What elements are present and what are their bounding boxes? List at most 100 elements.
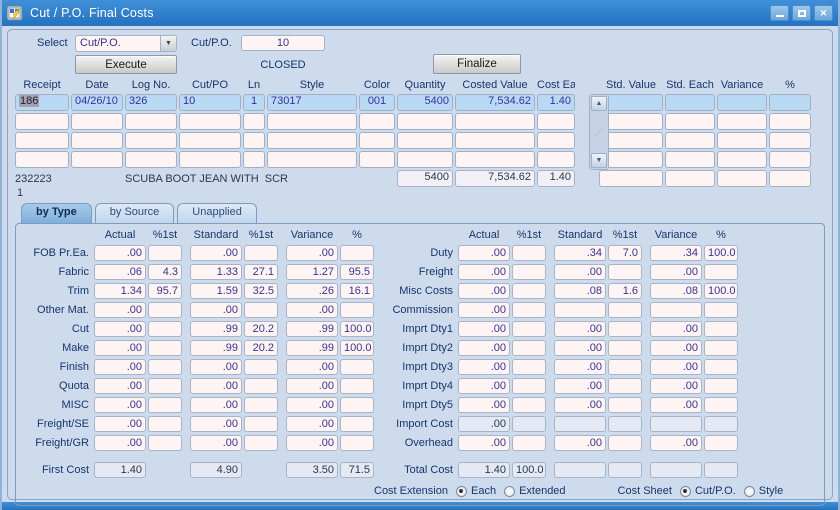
- variance-field[interactable]: .00: [650, 396, 702, 413]
- standard-field[interactable]: .00: [190, 358, 242, 375]
- variance-pct-field[interactable]: [704, 461, 738, 478]
- variance-pct-field[interactable]: 16.1: [340, 282, 374, 299]
- variance-pct-field[interactable]: [704, 396, 738, 413]
- standard-pct1st-field[interactable]: 27.1: [244, 263, 278, 280]
- standard-field[interactable]: 1.33: [190, 263, 242, 280]
- actual-pct1st-field[interactable]: 95.7: [148, 282, 182, 299]
- standard-field[interactable]: .00: [190, 244, 242, 261]
- variance-pct-field[interactable]: [340, 358, 374, 375]
- standard-pct1st-field[interactable]: 7.0: [608, 244, 642, 261]
- variance-pct-field[interactable]: [340, 377, 374, 394]
- variance-field[interactable]: 1.27: [286, 263, 338, 280]
- actual-pct1st-field[interactable]: [512, 282, 546, 299]
- logno-cell[interactable]: 326: [125, 94, 177, 111]
- variance-field[interactable]: .00: [650, 339, 702, 356]
- variance-field[interactable]: .00: [650, 377, 702, 394]
- standard-field[interactable]: .00: [190, 434, 242, 451]
- standard-field[interactable]: .34: [554, 244, 606, 261]
- variance-field[interactable]: .00: [286, 358, 338, 375]
- actual-field[interactable]: .00: [458, 263, 510, 280]
- variance-field[interactable]: .00: [286, 396, 338, 413]
- actual-pct1st-field[interactable]: [148, 339, 182, 356]
- actual-pct1st-field[interactable]: 4.3: [148, 263, 182, 280]
- variance-field[interactable]: .34: [650, 244, 702, 261]
- grid-scrollbar[interactable]: ▲ ⋰ ▼: [589, 94, 609, 170]
- actual-pct1st-field[interactable]: [148, 301, 182, 318]
- standard-pct1st-field[interactable]: [608, 339, 642, 356]
- actual-field[interactable]: .00: [94, 339, 146, 356]
- variance-cell[interactable]: [717, 94, 767, 111]
- standard-pct1st-field[interactable]: [244, 415, 278, 432]
- variance-pct-field[interactable]: 95.5: [340, 263, 374, 280]
- radio-extended[interactable]: Extended: [504, 485, 566, 497]
- actual-field[interactable]: .00: [458, 282, 510, 299]
- actual-field[interactable]: .00: [94, 434, 146, 451]
- standard-pct1st-field[interactable]: [608, 415, 642, 432]
- variance-field[interactable]: .99: [286, 320, 338, 337]
- standard-field[interactable]: 4.90: [190, 461, 242, 478]
- standard-field[interactable]: [554, 301, 606, 318]
- variance-pct-field[interactable]: [340, 301, 374, 318]
- actual-field[interactable]: .00: [94, 377, 146, 394]
- actual-pct1st-field[interactable]: [512, 358, 546, 375]
- standard-pct1st-field[interactable]: [244, 358, 278, 375]
- std-each-cell[interactable]: [665, 94, 715, 111]
- standard-pct1st-field[interactable]: [608, 301, 642, 318]
- actual-pct1st-field[interactable]: [148, 434, 182, 451]
- actual-field[interactable]: .00: [94, 396, 146, 413]
- scrollbar-thumb[interactable]: ⋰: [595, 127, 603, 137]
- cost-each-cell[interactable]: 1.40: [537, 94, 575, 111]
- variance-pct-field[interactable]: [704, 339, 738, 356]
- standard-field[interactable]: .00: [190, 415, 242, 432]
- variance-pct-field[interactable]: [704, 358, 738, 375]
- cutpo-input[interactable]: 10: [241, 35, 325, 51]
- radio-each[interactable]: Each: [455, 485, 496, 497]
- actual-pct1st-field[interactable]: 100.0: [512, 461, 546, 478]
- variance-pct-field[interactable]: [704, 434, 738, 451]
- variance-pct-field[interactable]: [704, 415, 738, 432]
- standard-field[interactable]: .99: [190, 339, 242, 356]
- variance-field[interactable]: [650, 301, 702, 318]
- actual-field[interactable]: .00: [458, 244, 510, 261]
- actual-pct1st-field[interactable]: [148, 244, 182, 261]
- tab-unapplied[interactable]: Unapplied: [177, 203, 257, 223]
- variance-pct-field[interactable]: [704, 377, 738, 394]
- actual-pct1st-field[interactable]: [512, 263, 546, 280]
- standard-pct1st-field[interactable]: 20.2: [244, 320, 278, 337]
- standard-pct1st-field[interactable]: [244, 377, 278, 394]
- actual-field[interactable]: .06: [94, 263, 146, 280]
- variance-pct-field[interactable]: [340, 244, 374, 261]
- actual-field[interactable]: .00: [94, 358, 146, 375]
- variance-pct-field[interactable]: [704, 263, 738, 280]
- cutpo-cell[interactable]: 10: [179, 94, 241, 111]
- variance-pct-field[interactable]: 100.0: [704, 282, 738, 299]
- standard-pct1st-field[interactable]: [608, 377, 642, 394]
- variance-field[interactable]: .00: [286, 244, 338, 261]
- variance-field[interactable]: .00: [286, 415, 338, 432]
- actual-pct1st-field[interactable]: [512, 244, 546, 261]
- variance-field[interactable]: .00: [650, 358, 702, 375]
- ln-cell[interactable]: 1: [243, 94, 265, 111]
- actual-pct1st-field[interactable]: [512, 415, 546, 432]
- standard-field[interactable]: 1.59: [190, 282, 242, 299]
- actual-field[interactable]: .00: [458, 396, 510, 413]
- actual-field[interactable]: .00: [458, 358, 510, 375]
- variance-pct-field[interactable]: [340, 396, 374, 413]
- standard-pct1st-field[interactable]: [608, 263, 642, 280]
- standard-field[interactable]: .00: [190, 396, 242, 413]
- actual-field[interactable]: .00: [94, 301, 146, 318]
- variance-field[interactable]: .00: [650, 434, 702, 451]
- costed-value-cell[interactable]: 7,534.62: [455, 94, 535, 111]
- variance-pct-field[interactable]: 71.5: [340, 461, 374, 478]
- execute-button[interactable]: Execute: [75, 55, 177, 74]
- actual-pct1st-field[interactable]: [148, 358, 182, 375]
- color-cell[interactable]: 001: [359, 94, 395, 111]
- standard-field[interactable]: .00: [554, 320, 606, 337]
- actual-pct1st-field[interactable]: [512, 339, 546, 356]
- standard-pct1st-field[interactable]: [608, 320, 642, 337]
- actual-pct1st-field[interactable]: [512, 434, 546, 451]
- actual-field[interactable]: 1.40: [458, 461, 510, 478]
- variance-pct-field[interactable]: 100.0: [704, 244, 738, 261]
- actual-field[interactable]: .00: [458, 301, 510, 318]
- actual-field[interactable]: .00: [458, 415, 510, 432]
